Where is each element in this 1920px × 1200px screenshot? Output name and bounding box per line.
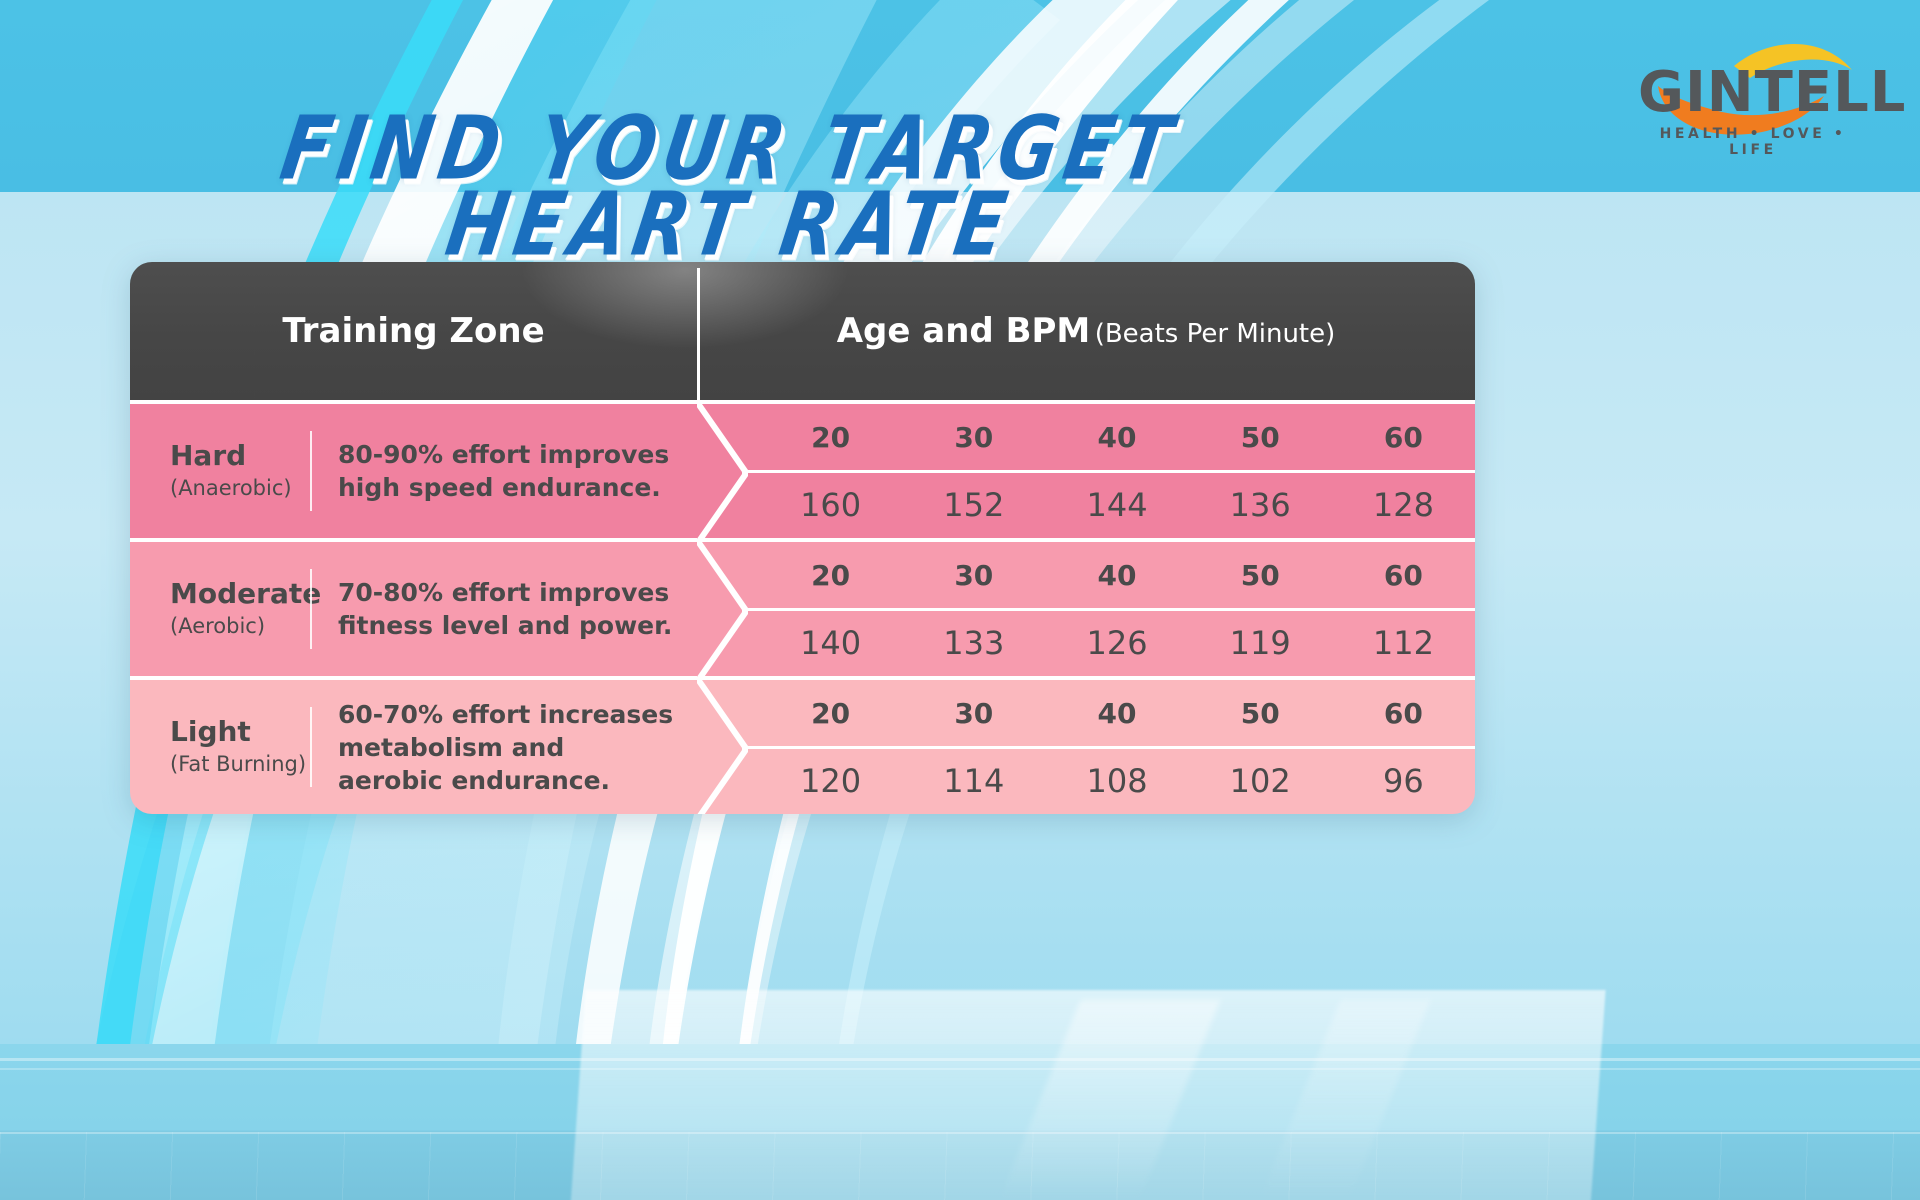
zone-subtitle: (Aerobic)	[170, 614, 266, 639]
logo-swoosh-icon	[1658, 43, 1852, 135]
training-zone-cell: Moderate (Aerobic) 70-80% effort improves …	[130, 542, 697, 676]
zone-name-block: Hard (Anaerobic)	[130, 439, 310, 502]
header-age-bpm-bold: Age and BPM	[836, 311, 1091, 351]
age-value: 50	[1240, 697, 1280, 730]
zone-name-block: Light (Fat Burning)	[130, 715, 310, 778]
zone-name-block: Moderate (Aerobic)	[130, 577, 322, 640]
bpm-value: 140	[800, 623, 862, 662]
bpm-row: 120 114 108 102 96	[697, 745, 1475, 814]
page-title: FIND YOUR TARGET HEART RATE	[0, 97, 1460, 276]
age-bpm-cell: 20 30 40 50 60 140 133 126 119 112	[697, 542, 1475, 676]
heart-rate-table: Training Zone Age and BPM (Beats Per Min…	[130, 262, 1475, 814]
page-title-line-2: HEART RATE	[439, 173, 1021, 276]
age-value: 40	[1097, 421, 1137, 454]
table-header: Training Zone Age and BPM (Beats Per Min…	[130, 262, 1475, 400]
age-value: 60	[1383, 559, 1423, 592]
age-value: 50	[1240, 559, 1280, 592]
zone-title: Hard	[170, 439, 247, 473]
bpm-value: 136	[1229, 485, 1291, 524]
bpm-value: 120	[800, 761, 862, 800]
header-divider	[697, 268, 700, 400]
zone-title: Light	[170, 715, 251, 749]
age-value: 30	[954, 421, 994, 454]
bpm-value: 119	[1229, 623, 1291, 662]
bpm-value: 114	[943, 761, 1005, 800]
logo-wordmark: GINTELL	[1638, 60, 1907, 125]
zone-vertical-divider	[310, 431, 312, 511]
age-value: 40	[1097, 559, 1137, 592]
header-age-bpm-light: (Beats Per Minute)	[1094, 319, 1336, 349]
zone-description: 70-80% effort improves fitness level and…	[338, 578, 673, 640]
bpm-value: 144	[1086, 485, 1148, 524]
age-bpm-cell: 20 30 40 50 60 120 114 108 102 96	[697, 680, 1475, 814]
bpm-value: 108	[1086, 761, 1148, 800]
training-zone-cell: Hard (Anaerobic) 80-90% effort improves hi…	[130, 404, 697, 538]
zone-description: 60-70% effort increases metabolism and a…	[338, 699, 674, 795]
bpm-value: 126	[1086, 623, 1148, 662]
zone-subtitle: (Fat Burning)	[170, 752, 307, 777]
zone-description: 80-90% effort improves high speed endura…	[338, 440, 670, 502]
bpm-value: 102	[1229, 761, 1291, 800]
table-row: Moderate (Aerobic) 70-80% effort improves …	[130, 538, 1475, 680]
zone-title: Moderate	[170, 577, 322, 611]
bpm-row: 160 152 144 136 128	[697, 469, 1475, 538]
logo-tagline: HEALTH • LOVE • LIFE	[1659, 126, 1847, 158]
age-value: 30	[954, 559, 994, 592]
age-bpm-cell: 20 30 40 50 60 160 152 144 136 128	[697, 404, 1475, 538]
age-value: 60	[1383, 421, 1423, 454]
bpm-value: 133	[943, 623, 1005, 662]
age-value: 50	[1240, 421, 1280, 454]
bpm-value: 128	[1372, 485, 1434, 524]
training-zone-cell: Light (Fat Burning) 60-70% effort increase…	[130, 680, 697, 814]
table-row: Hard (Anaerobic) 80-90% effort improves hi…	[130, 400, 1475, 542]
age-row: 20 30 40 50 60	[697, 404, 1475, 471]
zone-vertical-divider	[310, 569, 312, 649]
age-row: 20 30 40 50 60	[697, 542, 1475, 609]
table-body: Hard (Anaerobic) 80-90% effort improves hi…	[130, 400, 1475, 814]
header-training-zone: Training Zone	[282, 311, 545, 351]
age-value: 30	[954, 697, 994, 730]
bpm-value: 96	[1383, 761, 1424, 800]
gintell-logo: GINTELL HEALTH • LOVE • LIFE	[1638, 22, 1907, 162]
zone-subtitle: (Anaerobic)	[170, 476, 292, 501]
age-value: 20	[811, 421, 851, 454]
zone-vertical-divider	[310, 707, 312, 787]
header-age-bpm: Age and BPM (Beats Per Minute)	[697, 311, 1475, 351]
age-value: 20	[811, 697, 851, 730]
bpm-value: 160	[800, 485, 862, 524]
bpm-value: 112	[1372, 623, 1434, 662]
bpm-row: 140 133 126 119 112	[697, 607, 1475, 676]
bpm-value: 152	[943, 485, 1005, 524]
age-value: 20	[811, 559, 851, 592]
age-row: 20 30 40 50 60	[697, 680, 1475, 747]
table-row: Light (Fat Burning) 60-70% effort increase…	[130, 676, 1475, 814]
age-value: 60	[1383, 697, 1423, 730]
age-value: 40	[1097, 697, 1137, 730]
